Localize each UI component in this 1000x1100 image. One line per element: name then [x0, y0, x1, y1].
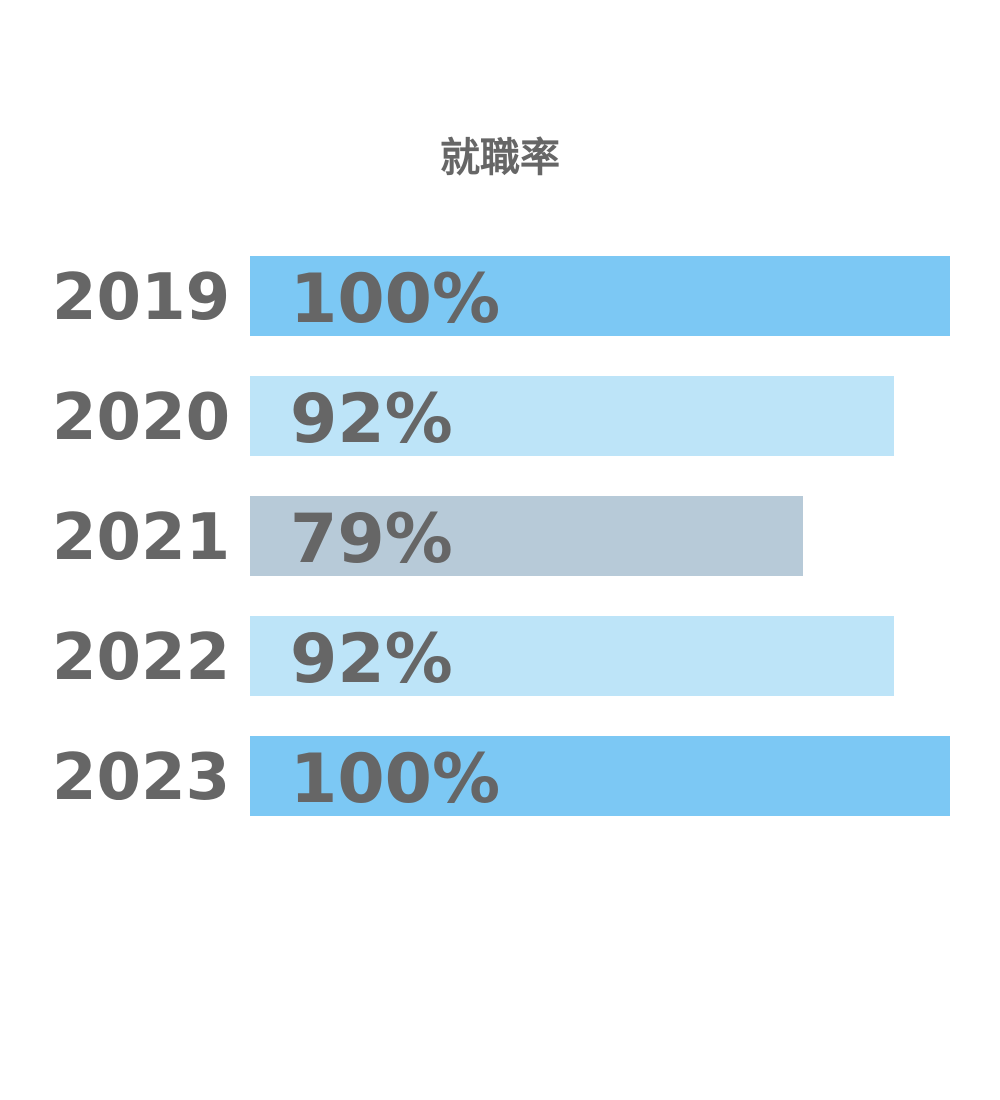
- value-label-2019: 100%: [290, 260, 500, 339]
- bar-2022: [250, 616, 894, 696]
- category-label-2023: 2023: [52, 741, 230, 815]
- value-label-2021: 79%: [290, 500, 453, 579]
- bar-2019: [250, 256, 950, 336]
- bar-2020: [250, 376, 894, 456]
- bar-2023: [250, 736, 950, 816]
- value-label-2020: 92%: [290, 380, 453, 459]
- category-label-2019: 2019: [52, 261, 230, 335]
- category-label-2020: 2020: [52, 381, 230, 455]
- value-label-2023: 100%: [290, 740, 500, 819]
- value-label-2022: 92%: [290, 620, 453, 699]
- category-label-2022: 2022: [52, 621, 230, 695]
- bar-2021: [250, 496, 803, 576]
- chart-title: 就職率: [440, 135, 560, 181]
- category-label-2021: 2021: [52, 501, 230, 575]
